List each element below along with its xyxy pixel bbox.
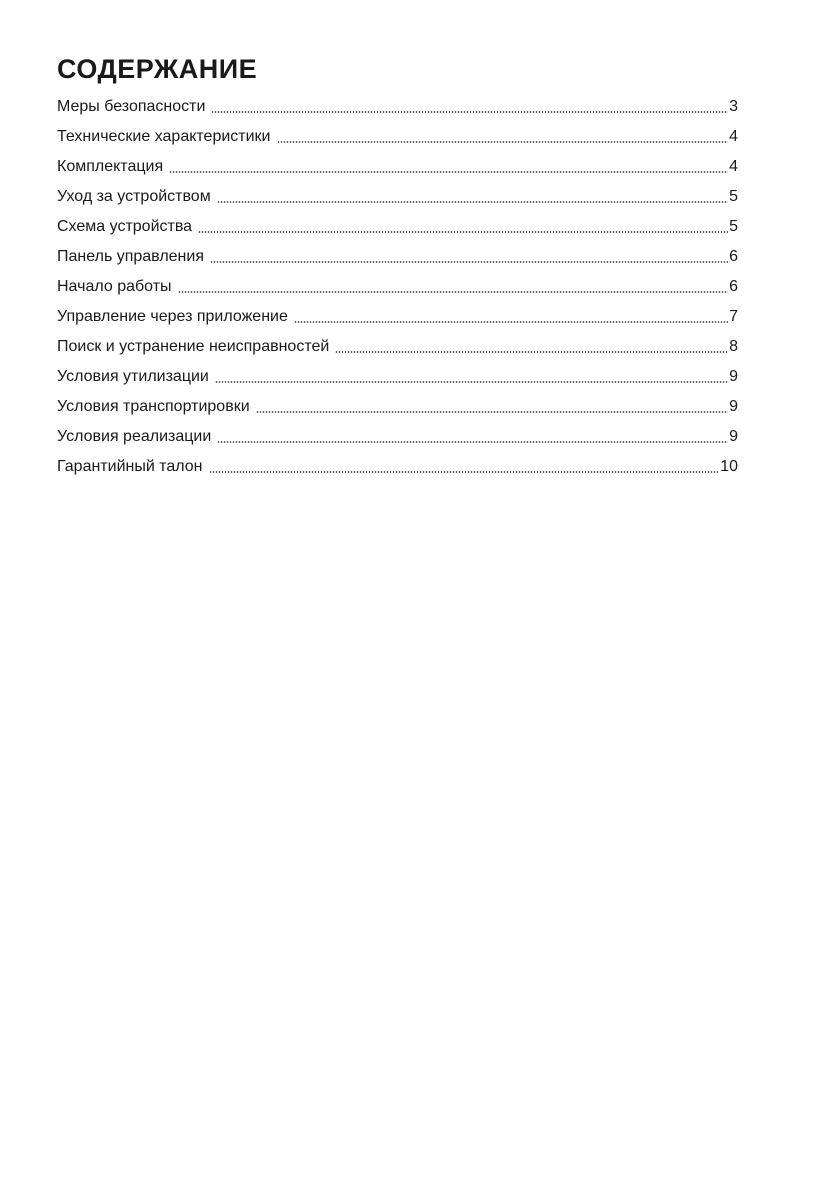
toc-entry[interactable]: Панель управления 6 (57, 242, 738, 272)
toc-entry[interactable]: Управление через приложение 7 (57, 302, 738, 332)
toc-entry-label: Гарантийный талон (57, 458, 203, 475)
toc-entry[interactable]: Технические характеристики 4 (57, 122, 738, 152)
toc-list: Меры безопасности 3 Технические характерис… (57, 92, 738, 482)
toc-entry-page: 4 (729, 158, 738, 175)
toc-entry-label: Технические характеристики (57, 128, 271, 145)
dot-leader (169, 171, 729, 173)
page-title: СОДЕРЖАНИЕ (57, 54, 258, 84)
toc-entry-label: Условия реализации (57, 428, 212, 445)
toc-entry[interactable]: Условия утилизации 9 (57, 362, 738, 392)
toc-entry[interactable]: Уход за устройством 5 (57, 182, 738, 212)
toc-entry-label: Условия утилизации (57, 368, 209, 385)
dot-leader (177, 291, 729, 293)
toc-entry-page: 6 (729, 278, 738, 295)
toc-entry-page: 7 (729, 308, 738, 325)
toc-entry-label: Комплектация (57, 158, 164, 175)
dot-leader (216, 201, 729, 203)
dot-leader (211, 111, 729, 113)
toc-entry[interactable]: Условия реализации 9 (57, 422, 738, 452)
dot-leader (208, 471, 720, 473)
dot-leader (293, 321, 729, 323)
dot-leader (198, 231, 729, 233)
toc-entry[interactable]: Комплектация 4 (57, 152, 738, 182)
dot-leader (255, 411, 729, 413)
toc-entry-label: Схема устройства (57, 218, 193, 235)
toc-entry-label: Начало работы (57, 278, 172, 295)
toc-entry-label: Поиск и устранение неисправностей (57, 338, 330, 355)
toc-entry-page: 9 (729, 368, 738, 385)
toc-entry[interactable]: Гарантийный талон 10 (57, 452, 738, 482)
toc-entry[interactable]: Условия транспортировки 9 (57, 392, 738, 422)
toc-entry-label: Условия транспортировки (57, 398, 250, 415)
dot-leader (335, 351, 729, 353)
toc-entry-page: 5 (729, 188, 738, 205)
toc-entry-page: 4 (729, 128, 738, 145)
toc-entry[interactable]: Поиск и устранение неисправностей 8 (57, 332, 738, 362)
toc-entry-page: 6 (729, 248, 738, 265)
dot-leader (214, 381, 729, 383)
dot-leader (209, 261, 729, 263)
toc-entry-label: Уход за устройством (57, 188, 211, 205)
toc-entry-page: 10 (720, 458, 738, 475)
dot-leader (276, 141, 729, 143)
toc-entry-label: Панель управления (57, 248, 204, 265)
toc-entry-page: 5 (729, 218, 738, 235)
toc-entry[interactable]: Начало работы 6 (57, 272, 738, 302)
toc-entry-label: Управление через приложение (57, 308, 288, 325)
toc-entry-page: 9 (729, 428, 738, 445)
toc-entry-label: Меры безопасности (57, 98, 206, 115)
toc-entry-page: 8 (729, 338, 738, 355)
dot-leader (217, 441, 729, 443)
toc-entry-page: 9 (729, 398, 738, 415)
toc-entry-page: 3 (729, 98, 738, 115)
table-of-contents: СОДЕРЖАНИЕ Меры безопасности 3 Технические… (57, 52, 738, 482)
toc-entry[interactable]: Схема устройства 5 (57, 212, 738, 242)
toc-entry[interactable]: Меры безопасности 3 (57, 92, 738, 122)
